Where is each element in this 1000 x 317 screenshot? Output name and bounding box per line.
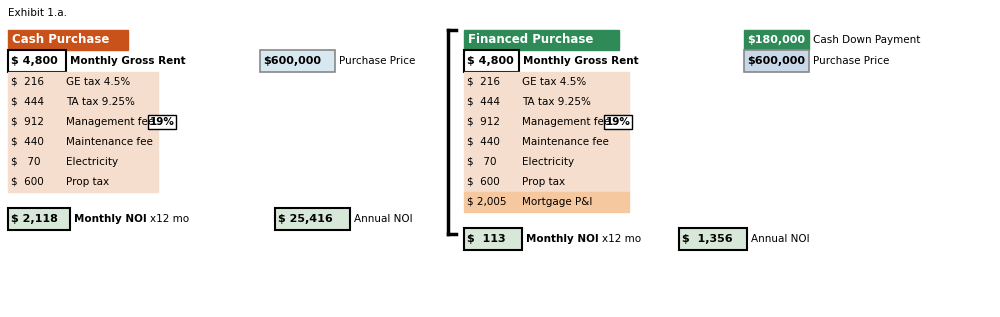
Text: Monthly Gross Rent: Monthly Gross Rent <box>70 56 186 66</box>
Text: Management fee: Management fee <box>66 117 154 127</box>
Text: Monthly NOI: Monthly NOI <box>526 234 599 244</box>
Text: Cash Purchase: Cash Purchase <box>12 33 109 46</box>
Text: $  912: $ 912 <box>11 117 44 127</box>
Text: $ 2,005: $ 2,005 <box>467 197 507 207</box>
Bar <box>275 208 350 230</box>
Text: GE tax 4.5%: GE tax 4.5% <box>522 77 586 87</box>
Text: Annual NOI: Annual NOI <box>751 234 810 244</box>
Text: Maintenance fee: Maintenance fee <box>66 137 153 147</box>
Text: $ 4,800: $ 4,800 <box>467 56 514 66</box>
Text: $   70: $ 70 <box>467 157 496 167</box>
Text: GE tax 4.5%: GE tax 4.5% <box>66 77 130 87</box>
Text: Management fee: Management fee <box>522 117 610 127</box>
Text: $  600: $ 600 <box>11 177 44 187</box>
Text: Monthly NOI: Monthly NOI <box>74 214 147 224</box>
Bar <box>604 115 632 129</box>
Text: $   70: $ 70 <box>11 157 40 167</box>
Bar <box>260 50 335 72</box>
Text: Maintenance fee: Maintenance fee <box>522 137 609 147</box>
Text: $600,000: $600,000 <box>263 56 321 66</box>
Bar <box>464 192 629 212</box>
Bar <box>8 30 128 50</box>
Text: Financed Purchase: Financed Purchase <box>468 33 593 46</box>
Bar <box>464 228 522 250</box>
Text: Prop tax: Prop tax <box>66 177 109 187</box>
Text: $  440: $ 440 <box>11 137 44 147</box>
Text: Annual NOI: Annual NOI <box>354 214 413 224</box>
Bar <box>679 228 747 250</box>
Text: $180,000: $180,000 <box>748 35 806 45</box>
Text: $ 2,118: $ 2,118 <box>11 214 58 224</box>
Text: $  1,356: $ 1,356 <box>682 234 733 244</box>
Text: $600,000: $600,000 <box>747 56 805 66</box>
Bar <box>8 208 70 230</box>
Text: $  912: $ 912 <box>467 117 500 127</box>
Text: $  600: $ 600 <box>467 177 500 187</box>
Bar <box>744 50 809 72</box>
Text: Mortgage P&I: Mortgage P&I <box>522 197 592 207</box>
Bar <box>8 72 158 192</box>
Text: $  444: $ 444 <box>11 97 44 107</box>
Text: Electricity: Electricity <box>66 157 118 167</box>
Text: $  440: $ 440 <box>467 137 500 147</box>
Text: 19%: 19% <box>150 117 174 127</box>
Text: Purchase Price: Purchase Price <box>813 56 889 66</box>
Text: $  216: $ 216 <box>467 77 500 87</box>
Text: 19%: 19% <box>606 117 630 127</box>
Text: $ 25,416: $ 25,416 <box>278 214 333 224</box>
Text: $  113: $ 113 <box>467 234 506 244</box>
Text: $ 4,800: $ 4,800 <box>11 56 58 66</box>
Text: TA tax 9.25%: TA tax 9.25% <box>522 97 591 107</box>
Bar <box>744 30 809 50</box>
Bar <box>464 50 519 72</box>
Text: Purchase Price: Purchase Price <box>339 56 415 66</box>
Text: Monthly Gross Rent: Monthly Gross Rent <box>523 56 639 66</box>
Text: $  444: $ 444 <box>467 97 500 107</box>
Text: TA tax 9.25%: TA tax 9.25% <box>66 97 135 107</box>
Text: Cash Down Payment: Cash Down Payment <box>813 35 920 45</box>
Text: Electricity: Electricity <box>522 157 574 167</box>
Text: $  216: $ 216 <box>11 77 44 87</box>
Bar <box>8 50 66 72</box>
Text: Exhibit 1.a.: Exhibit 1.a. <box>8 8 67 18</box>
Text: x12 mo: x12 mo <box>602 234 641 244</box>
Bar <box>148 115 176 129</box>
Text: x12 mo: x12 mo <box>150 214 189 224</box>
Bar <box>464 72 629 192</box>
Text: Prop tax: Prop tax <box>522 177 565 187</box>
Bar <box>464 30 619 50</box>
